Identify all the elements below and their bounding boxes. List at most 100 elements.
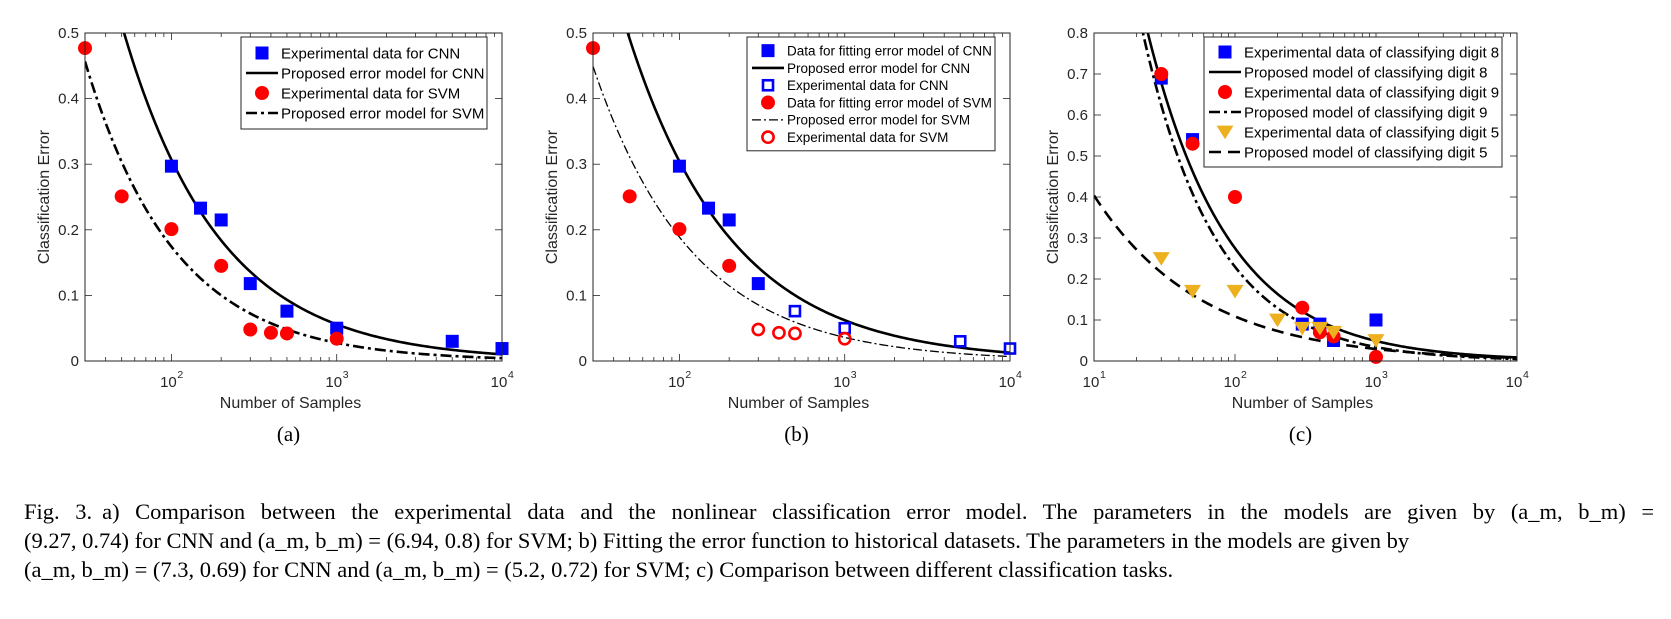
data-point [1185,136,1200,151]
x-tick-exponent: 3 [1382,369,1388,381]
data-point [1369,313,1383,327]
data-point [330,321,344,335]
y-tick-label: 0.2 [566,222,587,239]
data-point [164,222,179,237]
x-tick-label: 10 [999,374,1016,391]
legend-entry-label: Proposed error model for SVM [281,105,484,122]
y-tick-label: 0.1 [58,287,79,304]
x-tick-exponent: 1 [1100,369,1106,381]
y-tick-label: 0.2 [1067,271,1088,288]
data-point [243,322,258,337]
x-tick-exponent: 2 [685,369,691,381]
legend-entry-label: Data for fitting error model of CNN [787,44,992,59]
legend-entry-label: Proposed error model for CNN [281,65,484,82]
y-tick-label: 0.4 [1067,189,1088,206]
axes-box [592,32,1011,362]
x-axis-label: Number of Samples [1232,395,1373,412]
y-tick-label: 0.2 [58,222,79,239]
legend: Data for fitting error model of CNN Propo… [746,36,996,152]
y-tick-label: 0.3 [566,156,587,173]
legend: Experimental data of classifying digit 8… [1203,36,1503,168]
caption-line-2: (9.27, 0.74) for CNN and (a_m, b_m) = (6… [24,528,1410,553]
data-point [1311,321,1329,336]
data-point [1325,325,1343,340]
x-tick-label: 10 [1083,374,1100,391]
data-point [953,335,967,348]
caption-text-1: a) Comparison between the experimental d… [102,499,1655,524]
x-tick-label: 10 [325,374,342,391]
y-axis-label: Classification Error [1045,129,1062,264]
data-point [214,213,228,227]
x-tick-exponent: 2 [177,369,183,381]
y-tick-label: 0 [71,353,79,370]
legend-entry-label: Experimental data for CNN [281,45,460,62]
data-point [1154,67,1169,81]
data-point [164,159,178,173]
y-tick-label: 0.1 [566,287,587,304]
model-curve [626,33,1010,354]
legend-marker-swatch [255,86,269,100]
data-point [672,222,687,237]
data-point [1293,321,1311,336]
legend-marker-swatch [1218,85,1232,99]
legend-entry-label: Experimental data for CNN [787,78,948,93]
model-curve [122,33,502,356]
data-point [751,322,766,337]
legend-entry-label: Experimental data for SVM [281,85,460,102]
legend-entry-label: Data for fitting error model of SVM [787,95,992,110]
x-tick-label: 10 [833,374,850,391]
legend-marker-swatch [761,95,775,110]
caption-line-1: Fig. 3. a) Comparison between the experim… [24,497,1654,526]
legend-entry-label: Experimental data of classifying digit 5 [1244,124,1499,141]
data-point [214,258,229,273]
data-point [837,331,852,346]
data-point [1228,190,1242,204]
legend-box [1203,36,1503,168]
y-axis-label: Classification Error [36,129,53,264]
panel-label: (b) [784,422,809,446]
y-tick-label: 0.8 [1067,25,1088,42]
x-tick-exponent: 4 [508,369,514,381]
caption-line-3: (a_m, b_m) = (7.3, 0.69) for CNN and (a_… [24,557,1174,582]
y-tick-label: 0.4 [566,91,587,108]
x-axis-label: Number of Samples [220,395,361,412]
data-point [772,325,786,340]
legend-marker-swatch [1216,125,1234,140]
data-point [329,331,344,346]
legend-entry-label: Proposed model of classifying digit 8 [1244,64,1487,81]
y-tick-label: 0.4 [58,91,79,108]
data-point [722,213,736,227]
figure-caption: Fig. 3. a) Comparison between the experim… [24,497,1654,584]
data-point [672,159,686,173]
data-point [1295,300,1310,315]
y-tick-label: 0.6 [1067,107,1088,124]
data-point [788,326,802,341]
data-point [280,304,294,318]
x-tick-exponent: 2 [1241,369,1247,381]
y-tick-label: 0.7 [1067,66,1088,83]
legend: Experimental data for CNN Proposed error … [240,36,488,130]
legend-marker-swatch [761,44,775,58]
legend-entry-label: Proposed error model for SVM [787,113,970,128]
panel-label: (a) [277,422,300,446]
legend-entry-label: Experimental data of classifying digit 9 [1244,84,1499,101]
legend-box [240,36,488,130]
data-point [622,189,637,204]
legend-entry-label: Proposed error model for CNN [787,61,970,76]
legend-box [746,36,996,152]
caption-label: Fig. 3. [24,499,93,524]
x-tick-exponent: 3 [851,369,857,381]
legend-marker-swatch [1218,45,1232,59]
legend-entry-label: Experimental data for SVM [787,130,948,145]
legend-marker-swatch [255,46,269,60]
legend-marker-swatch [761,130,775,145]
x-tick-label: 10 [1506,374,1523,391]
x-tick-exponent: 4 [1523,369,1529,381]
axes-box [84,32,503,362]
y-tick-label: 0.3 [1067,230,1088,247]
y-tick-label: 0.5 [1067,148,1088,165]
data-point [1369,349,1383,364]
